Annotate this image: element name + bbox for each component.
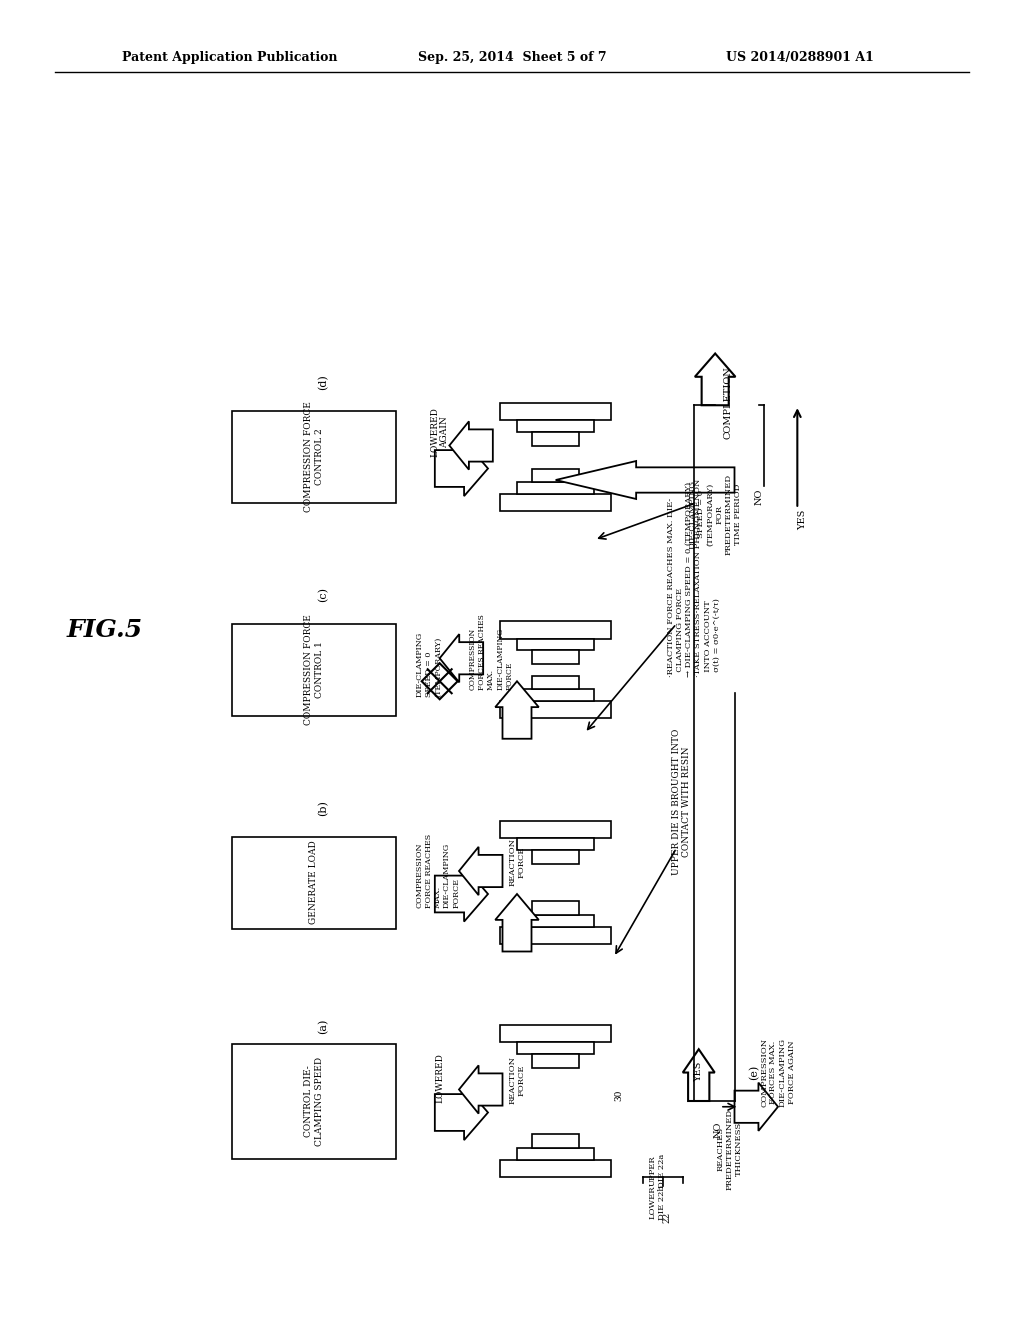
Bar <box>231 837 396 928</box>
Text: Sep. 25, 2014  Sheet 5 of 7: Sep. 25, 2014 Sheet 5 of 7 <box>418 50 606 63</box>
Bar <box>517 1043 594 1053</box>
Text: REACHES
PREDETERMINED
THICKNESS: REACHES PREDETERMINED THICKNESS <box>717 1109 742 1189</box>
Polygon shape <box>422 663 458 700</box>
Bar <box>500 622 611 639</box>
Polygon shape <box>439 634 483 682</box>
Bar <box>532 850 579 863</box>
Bar <box>517 915 594 927</box>
Text: REACTION
FORCE: REACTION FORCE <box>508 838 525 886</box>
Text: GENERATE LOAD: GENERATE LOAD <box>309 841 318 924</box>
Bar <box>500 701 611 718</box>
Bar <box>517 420 594 432</box>
Bar <box>517 1148 594 1160</box>
Text: LOWER
DIE 22b: LOWER DIE 22b <box>648 1185 666 1220</box>
Text: (a): (a) <box>318 1019 329 1034</box>
Text: DIE-CLAMPING
SPEED = 0
(TEMPORARY): DIE-CLAMPING SPEED = 0 (TEMPORARY) <box>416 631 442 697</box>
Polygon shape <box>459 1065 503 1114</box>
Text: Patent Application Publication: Patent Application Publication <box>122 50 338 63</box>
Text: ·REACTION FORCE REACHES MAX. DIE-
  CLAMPING FORCE
→ DIE-CLAMPING SPEED = 0 (TEM: ·REACTION FORCE REACHES MAX. DIE- CLAMPI… <box>667 479 721 677</box>
Text: LOWERED
AGAIN: LOWERED AGAIN <box>430 407 450 457</box>
Polygon shape <box>435 866 488 921</box>
Bar <box>500 403 611 420</box>
Bar <box>532 902 579 915</box>
Text: NO: NO <box>754 490 763 506</box>
Bar <box>532 432 579 446</box>
Text: US 2014/0288901 A1: US 2014/0288901 A1 <box>726 50 873 63</box>
Bar <box>517 838 594 850</box>
Text: (c): (c) <box>318 587 329 602</box>
Text: (e): (e) <box>749 1065 759 1080</box>
Text: NO: NO <box>714 1122 723 1138</box>
Text: COMPRESSION FORCE
CONTROL 2: COMPRESSION FORCE CONTROL 2 <box>304 401 324 512</box>
Bar <box>500 494 611 511</box>
Text: COMPLETION: COMPLETION <box>723 367 732 440</box>
Text: COMPRESSION
FORCES MAX.
DIE-CLAMPING
FORCE AGAIN: COMPRESSION FORCES MAX. DIE-CLAMPING FOR… <box>760 1038 796 1106</box>
Bar <box>517 639 594 651</box>
Bar <box>532 651 579 664</box>
Bar <box>500 1026 611 1043</box>
Text: DIE-CLAMPING
SPEED = 0
(TEMPORARY)
FOR
PREDETERMINED
TIME PERIOD: DIE-CLAMPING SPEED = 0 (TEMPORARY) FOR P… <box>688 474 742 556</box>
Polygon shape <box>496 681 539 739</box>
Text: CONTROL DIE-
CLAMPING SPEED: CONTROL DIE- CLAMPING SPEED <box>304 1056 324 1146</box>
Text: REACTION
FORCE: REACTION FORCE <box>508 1056 525 1105</box>
Bar <box>500 1160 611 1177</box>
Polygon shape <box>459 847 503 895</box>
Text: UPPER
DIE 22a: UPPER DIE 22a <box>648 1154 666 1188</box>
Bar <box>532 1134 579 1148</box>
Text: (b): (b) <box>318 800 329 816</box>
Bar <box>231 411 396 503</box>
Text: COMPRESSION FORCE
CONTROL 1: COMPRESSION FORCE CONTROL 1 <box>304 614 324 725</box>
Text: 30: 30 <box>614 1089 623 1101</box>
Text: FIG.5: FIG.5 <box>67 618 143 642</box>
Polygon shape <box>734 1082 778 1131</box>
Text: COMPRESSION
FORCES REACHES
MAX.
DIE-CLAMPING
FORCE: COMPRESSION FORCES REACHES MAX. DIE-CLAM… <box>469 615 513 690</box>
Bar <box>532 1053 579 1068</box>
Text: YES: YES <box>798 510 807 531</box>
Polygon shape <box>435 441 488 496</box>
Bar <box>231 624 396 715</box>
Text: (d): (d) <box>318 375 329 391</box>
Text: COMPRESSION
FORCE REACHES
MAX.
DIE-CLAMPING
FORCE: COMPRESSION FORCE REACHES MAX. DIE-CLAMP… <box>416 834 461 908</box>
Polygon shape <box>450 421 493 470</box>
Text: UPPER DIE IS BROUGHT INTO
CONTACT WITH RESIN: UPPER DIE IS BROUGHT INTO CONTACT WITH R… <box>672 729 691 875</box>
Polygon shape <box>556 461 734 499</box>
Bar <box>500 821 611 838</box>
Bar <box>517 689 594 701</box>
Bar <box>517 482 594 494</box>
Polygon shape <box>695 354 735 405</box>
Text: LOWERED: LOWERED <box>435 1053 444 1104</box>
Bar <box>532 469 579 482</box>
Text: YES: YES <box>694 1063 703 1082</box>
Bar <box>500 927 611 944</box>
Bar <box>231 1044 396 1159</box>
Polygon shape <box>683 1049 715 1101</box>
Polygon shape <box>496 894 539 952</box>
Polygon shape <box>435 1085 488 1140</box>
Bar <box>532 676 579 689</box>
Text: 22: 22 <box>663 1212 672 1222</box>
